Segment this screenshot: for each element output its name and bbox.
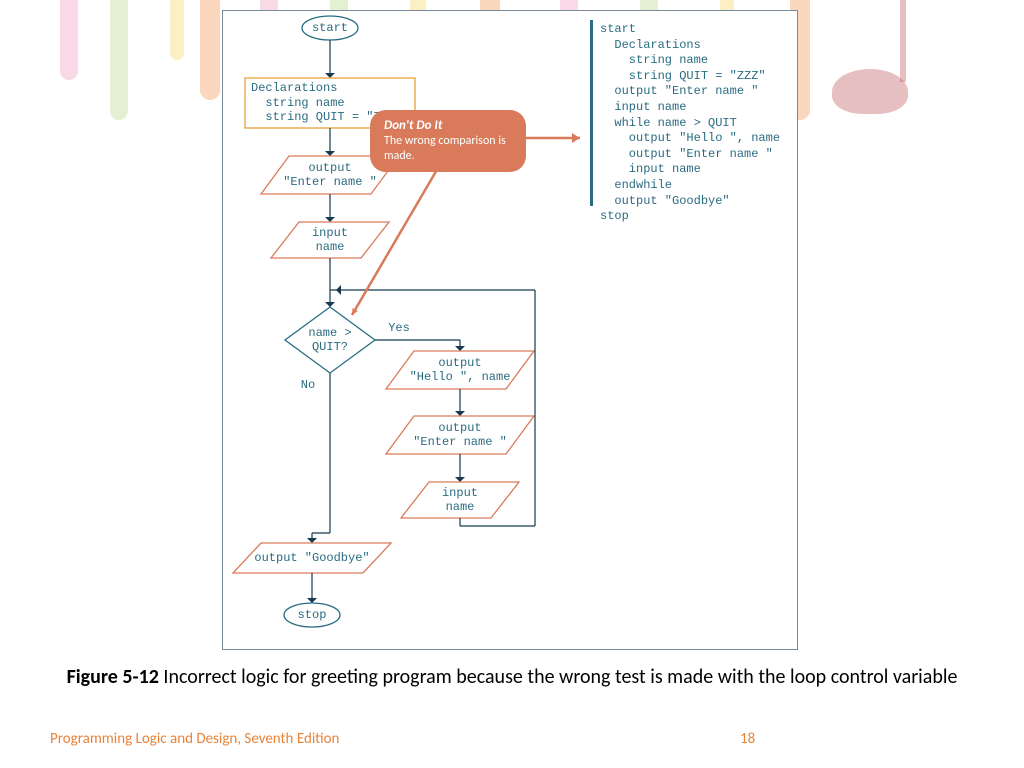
figure-caption: Figure 5-12 Incorrect logic for greeting… bbox=[0, 665, 1024, 689]
input-name2-label: input name bbox=[415, 482, 505, 518]
start-terminal-label: start bbox=[302, 16, 358, 40]
stop-terminal-label: stop bbox=[284, 603, 340, 627]
callout-body: The wrong comparison is made. bbox=[384, 134, 512, 164]
pseudocode-bar bbox=[590, 20, 593, 206]
output-enter1-label: output "Enter name " bbox=[275, 156, 385, 194]
decision-label: name > QUIT? bbox=[285, 307, 375, 373]
output-goodbye-label: output "Goodbye" bbox=[247, 543, 377, 573]
footer-book-title: Programming Logic and Design, Seventh Ed… bbox=[50, 730, 339, 748]
output-hello-label: output "Hello ", name bbox=[400, 351, 520, 389]
footer-page-number: 18 bbox=[740, 730, 755, 748]
yes-label: Yes bbox=[379, 320, 419, 336]
caption-rest: Incorrect logic for greeting program bec… bbox=[159, 665, 958, 689]
dont-do-it-callout: Don't Do It The wrong comparison is made… bbox=[370, 110, 526, 172]
callout-title: Don't Do It bbox=[384, 118, 512, 134]
input-name1-label: input name bbox=[285, 222, 375, 258]
pseudocode-block: start Declarations string name string QU… bbox=[600, 22, 780, 225]
output-enter2-label: output "Enter name " bbox=[400, 416, 520, 454]
no-label: No bbox=[290, 377, 326, 393]
caption-bold: Figure 5-12 bbox=[67, 665, 159, 689]
